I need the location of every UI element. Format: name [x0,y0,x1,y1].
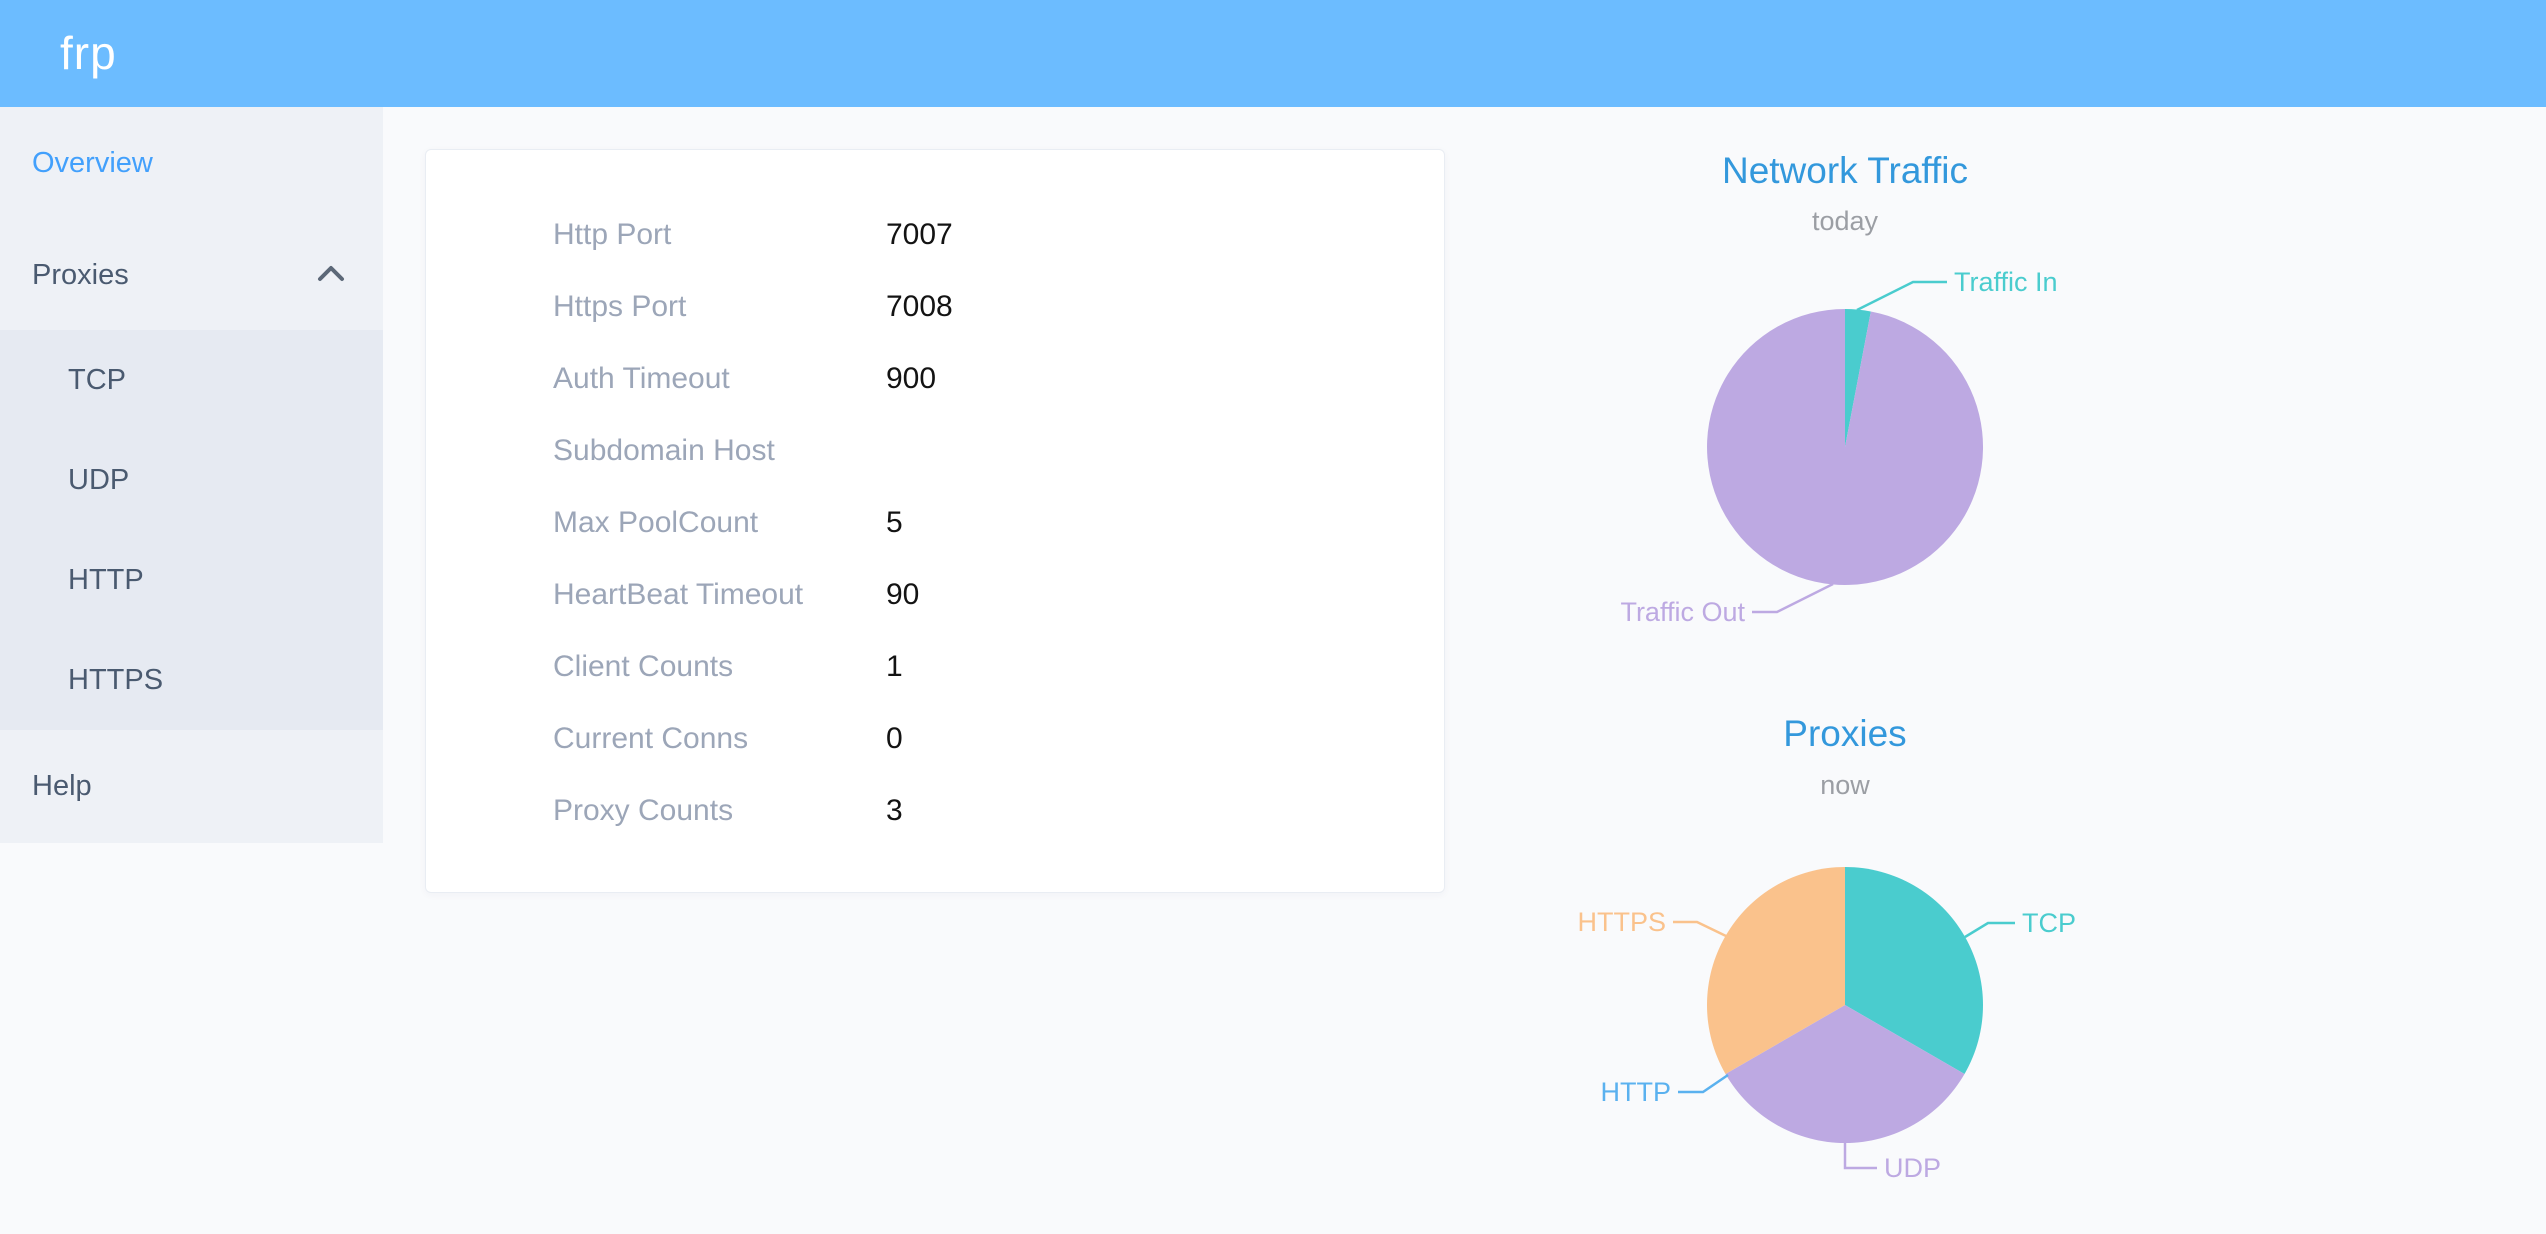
sidebar-item-overview[interactable]: Overview [0,107,383,219]
pie-label-line [1678,1073,1729,1094]
stat-row: Https Port 7008 [426,271,1444,343]
proxies-title: Proxies [1783,713,1907,754]
server-info-card: Http Port 7007 Https Port 7008 Auth Timeou… [425,149,1445,893]
pie-label-line [1964,921,2015,939]
stat-value: 900 [886,362,937,395]
pie-slice-https[interactable] [1707,867,1845,1074]
stat-label: Http Port [553,218,672,251]
pie-label: UDP [1884,1153,1941,1183]
stat-row: HeartBeat Timeout 90 [426,559,1444,631]
sidebar-item-http[interactable]: HTTP [68,564,144,596]
sidebar-item-udp[interactable]: UDP [68,464,130,496]
pie-slice-traffic-in[interactable] [1845,309,1871,447]
sidebar-item-proxies[interactable]: Proxies [0,219,383,331]
sidebar-item-help[interactable]: Help [32,770,92,802]
pie-label: HTTP [1601,1077,1672,1107]
sidebar-item-label: Overview [32,147,153,179]
pie-label-line [1856,280,1947,312]
pie-label-line [1843,1143,1877,1170]
sidebar-item-https[interactable]: HTTPS [68,664,164,696]
sidebar-item-label: Proxies [32,259,129,291]
stat-label: Client Counts [553,650,734,683]
proxies-pie-chart[interactable]: TCP UDP HTTP HTTPS [1545,850,2145,1234]
stat-row: Current Conns 0 [426,703,1444,775]
stat-label: Proxy Counts [553,794,734,827]
stat-label: Current Conns [553,722,749,755]
pie-label: Traffic In [1954,267,2058,297]
chevron-up-icon[interactable] [317,262,345,288]
stat-value: 1 [886,650,903,683]
stat-value: 7007 [886,218,953,251]
stat-value: 3 [886,794,903,827]
stat-label: HeartBeat Timeout [553,578,804,611]
stat-row: Auth Timeout 900 [426,343,1444,415]
stat-label: Subdomain Host [553,434,775,467]
pie-label-line [1752,582,1834,614]
network-traffic-title: Network Traffic [1721,150,1969,191]
pie-label-line [1673,920,1727,938]
stat-row: Max PoolCount 5 [426,487,1444,559]
frp-logo: frp [60,27,117,79]
stat-row: Subdomain Host [426,415,1444,487]
pie-slice-tcp[interactable] [1845,867,1983,1074]
stat-value: 90 [886,578,920,611]
stat-row: Proxy Counts 3 [426,775,1444,847]
pie-label: Traffic Out [1620,597,1745,627]
sidebar-item-tcp[interactable]: TCP [68,364,126,396]
pie-label: TCP [2022,908,2076,938]
stat-row: Http Port 7007 [426,199,1444,271]
stat-label: Https Port [553,290,687,323]
network-traffic-pie-chart[interactable]: Traffic In Traffic Out [1545,240,2145,660]
stat-label: Auth Timeout [553,362,730,395]
stat-row: Client Counts 1 [426,631,1444,703]
pie-slice-traffic-out[interactable] [1707,309,1984,585]
stat-value: 5 [886,506,903,539]
stat-value: 0 [886,722,903,755]
sidebar: Overview Proxies TCP UDP HTTP HTTPS Help [0,107,383,843]
stat-label: Max PoolCount [553,506,759,539]
pie-slice-udp[interactable] [1725,1005,1965,1143]
top-header: frp [0,0,2546,107]
stat-value: 7008 [886,290,953,323]
pie-label: HTTPS [1577,907,1666,937]
network-traffic-subtitle: today [1811,206,1879,236]
proxies-subtitle: now [1820,770,1870,800]
sidebar-submenu: TCP UDP HTTP HTTPS [0,330,383,730]
